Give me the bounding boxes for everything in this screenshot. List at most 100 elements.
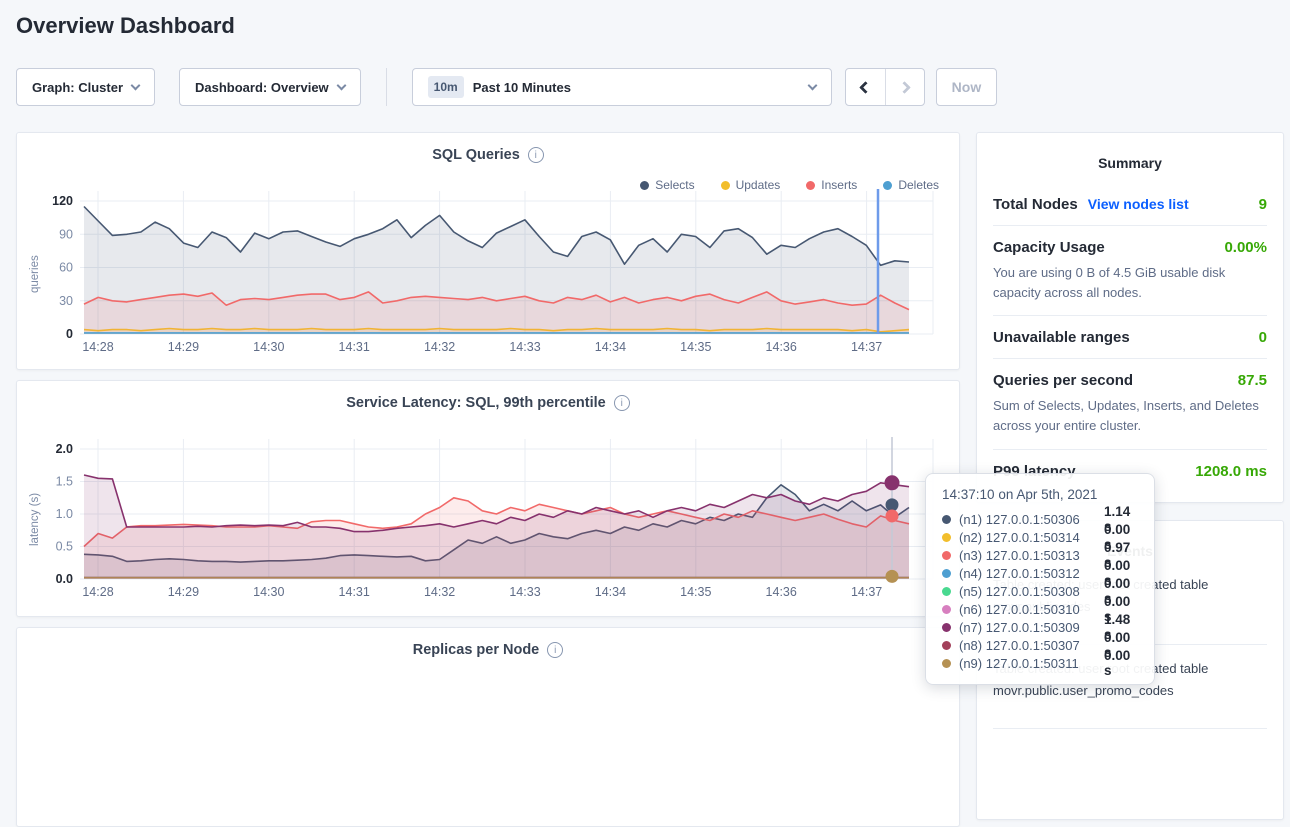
tooltip-node-value: 1.14 s	[1103, 504, 1131, 534]
svg-text:14:33: 14:33	[509, 340, 540, 354]
legend-label: Deletes	[898, 178, 939, 192]
info-icon[interactable]: i	[547, 642, 564, 658]
svg-text:14:31: 14:31	[339, 585, 370, 599]
svg-text:14:33: 14:33	[509, 585, 540, 599]
tooltip-node-label: (n1) 127.0.0.1:50306	[959, 511, 1080, 527]
page-title: Overview Dashboard	[16, 13, 235, 38]
tooltip-node-label: (n3) 127.0.0.1:50313	[959, 547, 1080, 563]
time-range-dropdown[interactable]: 10m Past 10 Minutes	[411, 68, 832, 106]
dashboard-dropdown[interactable]: Dashboard: Overview	[179, 68, 361, 106]
svg-text:14:36: 14:36	[766, 340, 797, 354]
summary-row-qps: Queries per second 87.5 Sum of Selects, …	[993, 359, 1267, 450]
chart-title-text: Replicas per Node	[412, 642, 540, 658]
info-icon[interactable]: i	[613, 395, 630, 411]
tooltip-row: (n4) 127.0.0.1:50312 0.00 s	[942, 558, 1138, 588]
summary-value: 0.00%	[1224, 239, 1267, 256]
tooltip-node-value: 0.00 s	[1103, 594, 1131, 624]
summary-desc: Sum of Selects, Updates, Inserts, and De…	[993, 398, 1259, 434]
svg-text:0.5: 0.5	[56, 540, 73, 554]
tooltip-row: (n9) 127.0.0.1:50311 0.00 s	[942, 648, 1138, 678]
svg-text:14:32: 14:32	[424, 585, 455, 599]
svg-text:14:28: 14:28	[82, 585, 113, 599]
legend-dot-icon	[806, 180, 816, 190]
tooltip-row: (n1) 127.0.0.1:50306 1.14 s	[942, 504, 1138, 534]
sql-queries-chart[interactable]: 0 30 60 90 120 14:28 14:29 14:30 14:31 14:32 14:33…	[17, 133, 961, 371]
legend-item[interactable]: Deletes	[883, 178, 939, 192]
legend-label: Updates	[735, 178, 781, 192]
time-back-button[interactable]	[846, 69, 885, 105]
svg-text:14:35: 14:35	[680, 340, 711, 354]
summary-label: Unavailable ranges	[993, 329, 1130, 347]
time-range-badge: 10m	[427, 76, 464, 98]
series-dot-icon	[942, 568, 951, 578]
latency-chart[interactable]: 0.0 0.5 1.0 1.5 2.0 14:28 14:29 14:30 14:31 14:32…	[17, 381, 961, 618]
time-range-label: Past 10 Minutes	[472, 79, 571, 95]
tooltip-node-value: 0.00 s	[1103, 630, 1131, 660]
tooltip-node-label: (n6) 127.0.0.1:50310	[959, 601, 1080, 617]
graph-scope-label: Graph: Cluster	[32, 79, 124, 95]
summary-value: 1208.0 ms	[1195, 462, 1267, 480]
tooltip-row: (n2) 127.0.0.1:50314 0.00 s	[942, 522, 1138, 552]
svg-text:0.0: 0.0	[56, 572, 73, 586]
summary-label: Queries per second	[993, 372, 1134, 390]
svg-text:30: 30	[59, 294, 73, 308]
tooltip-row: (n8) 127.0.0.1:50307 0.00 s	[942, 630, 1138, 660]
charts-column: SQL Queries i Selects Updates Inserts Delet…	[16, 132, 960, 827]
view-nodes-list-link[interactable]: View nodes list	[1087, 196, 1189, 212]
series-dot-icon	[942, 622, 951, 632]
summary-desc: You are using 0 B of 4.5 GiB usable disk…	[993, 265, 1226, 301]
dashboard-label: Dashboard: Overview	[195, 79, 329, 95]
tooltip-node-value: 0.00 s	[1103, 522, 1131, 552]
tooltip-row: (n5) 127.0.0.1:50308 0.00 s	[942, 576, 1138, 606]
series-dot-icon	[942, 658, 951, 668]
svg-text:14:30: 14:30	[253, 585, 284, 599]
tooltip-rows: (n1) 127.0.0.1:50306 1.14 s (n2) 127.0.0.1…	[942, 504, 1138, 678]
svg-text:0: 0	[66, 327, 73, 341]
svg-text:14:28: 14:28	[82, 340, 113, 354]
tooltip-node-label: (n4) 127.0.0.1:50312	[959, 565, 1080, 581]
svg-text:60: 60	[59, 261, 73, 275]
legend-item[interactable]: Inserts	[806, 178, 857, 192]
chevron-left-icon	[858, 80, 872, 94]
tooltip-row: (n6) 127.0.0.1:50310 0.00 s	[942, 594, 1138, 624]
legend-item[interactable]: Selects	[640, 178, 695, 192]
svg-text:120: 120	[52, 194, 73, 208]
series-dot-icon	[942, 550, 951, 560]
tooltip-node-label: (n5) 127.0.0.1:50308	[959, 583, 1080, 599]
series-dot-icon	[942, 514, 951, 524]
svg-text:90: 90	[59, 227, 73, 241]
summary-label: Capacity Usage	[993, 239, 1105, 256]
svg-text:2.0: 2.0	[56, 442, 73, 456]
sql-queries-card: SQL Queries i Selects Updates Inserts Delet…	[16, 132, 960, 370]
tooltip-row: (n7) 127.0.0.1:50309 1.48 s	[942, 612, 1138, 642]
tooltip-node-value: 1.48 s	[1103, 612, 1131, 642]
tooltip-node-label: (n7) 127.0.0.1:50309	[959, 619, 1080, 635]
tooltip-node-label: (n9) 127.0.0.1:50311	[959, 655, 1079, 671]
chart-legend: Selects Updates Inserts Deletes	[640, 178, 939, 192]
latency-card: Service Latency: SQL, 99th percentile i …	[16, 380, 960, 617]
chart-title-text: SQL Queries	[432, 147, 520, 163]
chart-hover-tooltip: 14:37:10 on Apr 5th, 2021 (n1) 127.0.0.1…	[925, 473, 1155, 685]
chart-title: SQL Queries i	[17, 147, 959, 163]
svg-text:14:34: 14:34	[595, 340, 626, 354]
svg-text:14:34: 14:34	[595, 585, 626, 599]
chart-title: Service Latency: SQL, 99th percentile i	[17, 395, 959, 411]
svg-text:14:29: 14:29	[168, 585, 199, 599]
time-step-buttons	[844, 68, 925, 106]
svg-text:1.5: 1.5	[56, 475, 73, 489]
now-button[interactable]: Now	[935, 68, 998, 106]
time-forward-button[interactable]	[884, 69, 924, 105]
graph-scope-dropdown[interactable]: Graph: Cluster	[16, 68, 156, 106]
chevron-down-icon	[336, 80, 347, 90]
legend-item[interactable]: Updates	[720, 178, 781, 192]
summary-row-capacity: Capacity Usage 0.00% You are using 0 B o…	[993, 226, 1267, 317]
svg-text:14:32: 14:32	[424, 340, 455, 354]
info-icon[interactable]: i	[527, 147, 544, 163]
tooltip-node-label: (n2) 127.0.0.1:50314	[959, 529, 1080, 545]
svg-text:1.0: 1.0	[56, 507, 73, 521]
summary-row-total-nodes: Total Nodes View nodes list 9	[993, 183, 1267, 226]
toolbar-divider	[385, 68, 387, 106]
tooltip-node-value: 0.00 s	[1103, 648, 1131, 678]
chart-title: Replicas per Node i	[17, 642, 959, 658]
legend-dot-icon	[720, 180, 730, 190]
